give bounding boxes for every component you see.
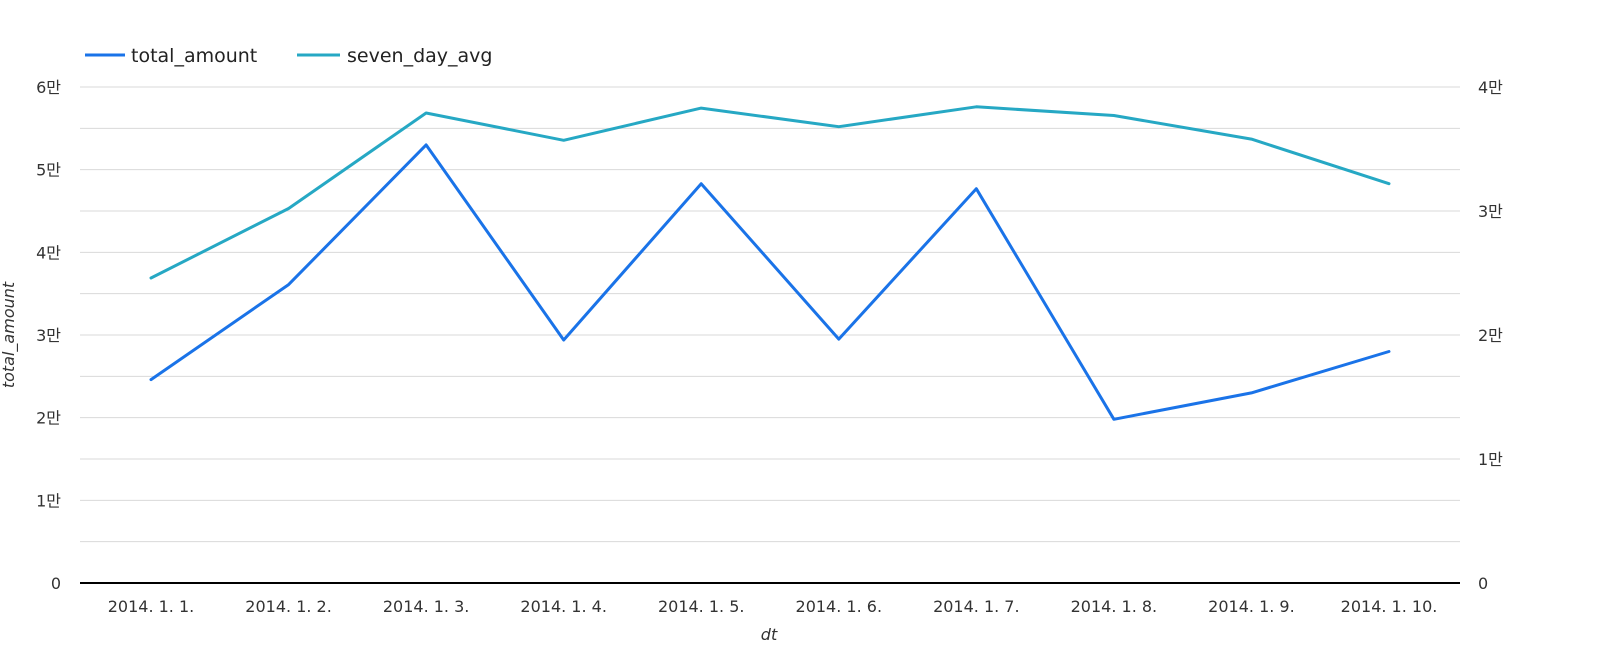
x-tick-label: 2014. 1. 5. (658, 597, 745, 616)
y-left-tick-label: 3만 (36, 326, 61, 345)
axes: 0 1만 2만 3만 4만 5만 6만 0 1만 2만 3만 4만 2014. 1. 1. 2014. 1… (36, 78, 1503, 616)
series-line-total-amount[interactable] (149, 143, 1391, 421)
y-right-tick-label: 4만 (1478, 78, 1503, 97)
x-tick-label: 2014. 1. 7. (933, 597, 1020, 616)
y-left-tick-label: 2만 (36, 409, 61, 428)
x-tick-label: 2014. 1. 9. (1208, 597, 1295, 616)
y-right-tick-label: 2만 (1478, 326, 1503, 345)
legend-item-seven-day-avg[interactable]: seven_day_avg (297, 45, 492, 67)
x-tick-label: 2014. 1. 8. (1071, 597, 1158, 616)
x-tick-label: 2014. 1. 6. (796, 597, 883, 616)
legend-label-seven-day-avg: seven_day_avg (347, 45, 492, 67)
y-axis-title: total_amount (0, 281, 19, 388)
x-tick-label: 2014. 1. 2. (245, 597, 332, 616)
legend-label-total-amount: total_amount (131, 45, 257, 67)
x-axis-title: dt (761, 625, 778, 644)
gridlines (80, 86, 1460, 543)
y-left-tick-label: 6만 (36, 78, 61, 97)
series-line-seven-day-avg[interactable] (149, 105, 1391, 280)
y-left-tick-label: 0 (51, 574, 61, 593)
y-left-tick-label: 5만 (36, 161, 61, 180)
series-lines (149, 105, 1391, 421)
y-right-tick-label: 3만 (1478, 202, 1503, 221)
x-tick-label: 2014. 1. 4. (520, 597, 607, 616)
x-tick-label: 2014. 1. 10. (1341, 597, 1438, 616)
x-tick-label: 2014. 1. 3. (383, 597, 470, 616)
legend: total_amount seven_day_avg (85, 45, 492, 67)
y-left-tick-label: 1만 (36, 491, 61, 510)
y-right-tick-label: 0 (1478, 574, 1488, 593)
y-right-tick-label: 1만 (1478, 450, 1503, 469)
y-left-tick-label: 4만 (36, 243, 61, 262)
legend-item-total-amount[interactable]: total_amount (85, 45, 257, 67)
x-tick-label: 2014. 1. 1. (108, 597, 195, 616)
